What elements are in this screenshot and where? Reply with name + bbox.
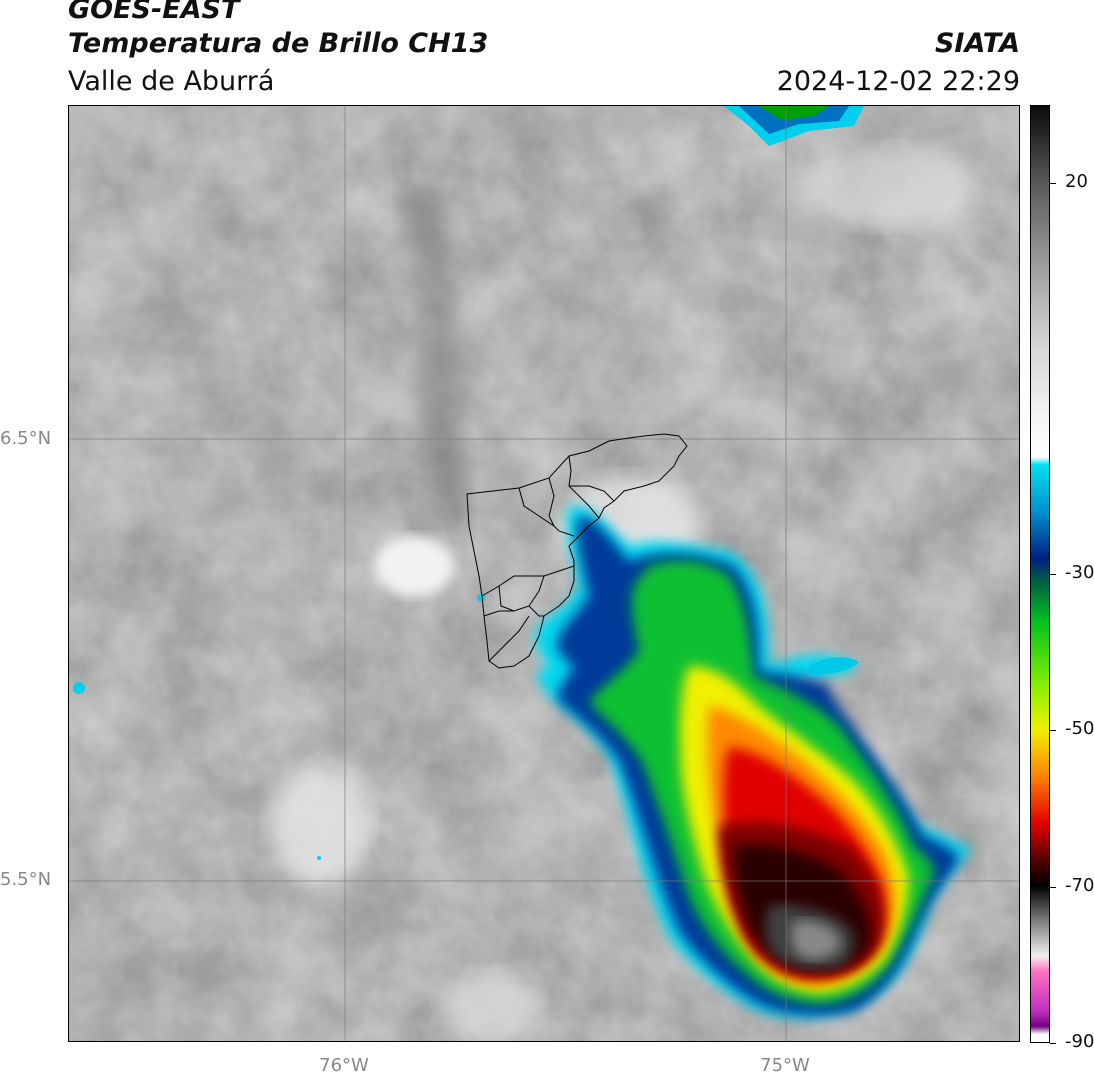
- lon-label-75w: 75°W: [760, 1055, 810, 1076]
- lat-label-5-5: 5.5°N: [0, 869, 52, 890]
- lon-label-76w: 76°W: [319, 1055, 369, 1076]
- lat-label-6-5: 6.5°N: [0, 428, 52, 449]
- colorbar-tick-label: -90: [1065, 1031, 1094, 1052]
- satellite-title: GOES-EAST: [68, 0, 240, 25]
- satellite-map[interactable]: [68, 105, 1020, 1042]
- map-grid: [69, 106, 1019, 1041]
- colorbar: [1030, 105, 1050, 1043]
- northern-cloud-cell: [724, 106, 864, 146]
- map-canvas: [69, 106, 1019, 1041]
- colorbar-tick: [1050, 1043, 1056, 1044]
- colorbar-tick: [1050, 886, 1056, 888]
- colorbar-tick: [1050, 574, 1056, 575]
- colorbar-tick: [1050, 730, 1056, 732]
- agency-label: SIATA: [934, 28, 1020, 59]
- colorbar-tick: [1050, 183, 1056, 185]
- colorbar-tick-label: 20: [1065, 171, 1088, 193]
- colorbar-tick-label: -30: [1065, 562, 1094, 583]
- storm-system: [73, 505, 974, 1018]
- colorbar-tick-label: -70: [1065, 874, 1094, 896]
- region-label: Valle de Aburrá: [68, 66, 275, 97]
- product-title: Temperatura de Brillo CH13: [68, 28, 489, 59]
- municipal-boundaries: [466, 433, 688, 669]
- datetime-label: 2024-12-02 22:29: [776, 66, 1020, 97]
- colorbar-tick-label: -50: [1065, 718, 1094, 740]
